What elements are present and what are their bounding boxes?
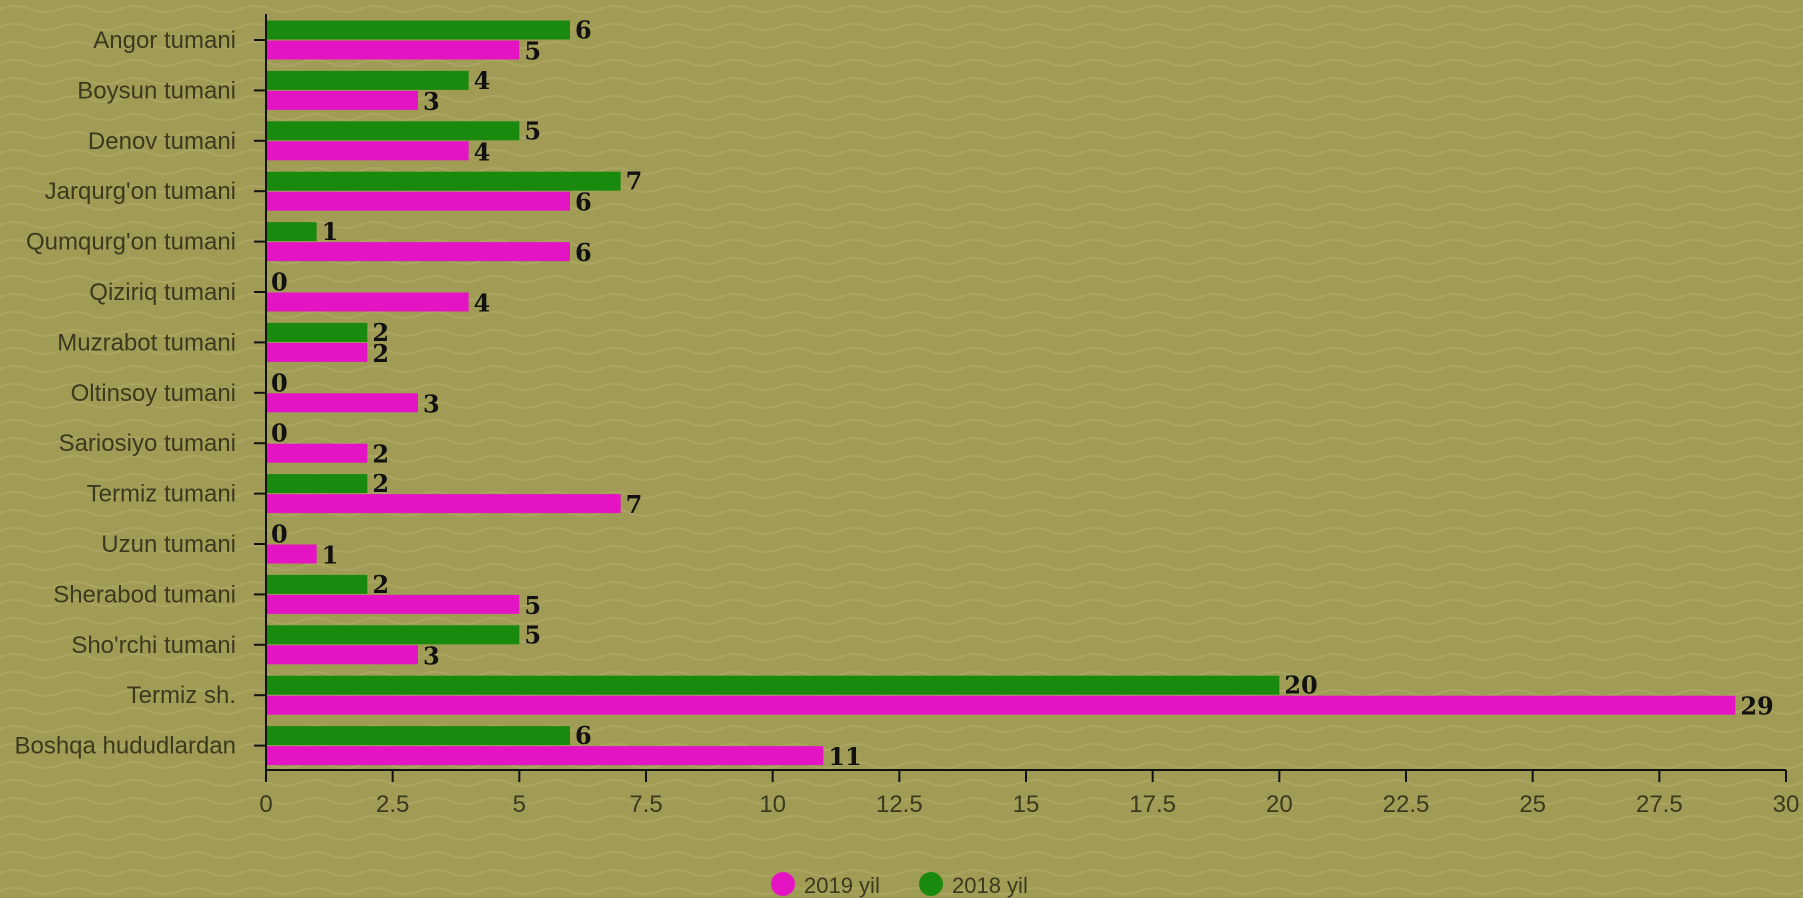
data-label-2018: 5 xyxy=(524,116,541,145)
data-label-2019: 11 xyxy=(828,742,861,771)
bar-2018 xyxy=(266,222,317,242)
data-label-2019: 29 xyxy=(1740,692,1773,721)
data-label-2018: 2 xyxy=(372,469,389,498)
data-label-2018: 4 xyxy=(474,66,491,95)
bar-2019 xyxy=(266,746,824,766)
category-label: Sherabod tumani xyxy=(53,581,236,608)
legend-swatch xyxy=(919,872,943,896)
x-tick-label: 2.5 xyxy=(376,791,409,818)
data-label-2019: 1 xyxy=(322,541,339,570)
category-label: Sariosiyo tumani xyxy=(59,430,236,457)
category-label: Termiz sh. xyxy=(127,682,236,709)
bar-2018 xyxy=(266,171,621,191)
bar-2019 xyxy=(266,594,520,614)
data-label-2018: 1 xyxy=(322,217,339,246)
legend-label: 2018 yil xyxy=(952,873,1028,898)
bar-2019 xyxy=(266,90,418,110)
data-label-2018: 5 xyxy=(524,620,541,649)
bar-2019 xyxy=(266,443,368,463)
data-label-2018: 0 xyxy=(271,268,288,297)
category-label: Sho'rchi tumani xyxy=(71,632,236,659)
bar-2018 xyxy=(266,70,469,90)
category-label: Uzun tumani xyxy=(101,531,236,558)
x-tick-label: 22.5 xyxy=(1383,791,1430,818)
x-tick-label: 20 xyxy=(1266,791,1293,818)
bar-2018 xyxy=(266,322,368,342)
data-label-2018: 7 xyxy=(626,167,643,196)
data-label-2019: 6 xyxy=(575,238,592,267)
bar-2019 xyxy=(266,494,621,514)
bar-2018 xyxy=(266,675,1280,695)
category-label: Oltinsoy tumani xyxy=(71,380,236,407)
data-label-2018: 6 xyxy=(575,16,592,45)
x-tick-label: 0 xyxy=(259,791,272,818)
x-tick-label: 10 xyxy=(759,791,786,818)
bar-2019 xyxy=(266,695,1736,715)
bar-2018 xyxy=(266,474,368,494)
data-label-2019: 7 xyxy=(626,490,643,519)
bar-2018 xyxy=(266,726,570,746)
x-tick-label: 30 xyxy=(1773,791,1800,818)
bar-2019 xyxy=(266,141,469,161)
category-label: Termiz tumani xyxy=(87,481,236,508)
bar-2019 xyxy=(266,342,368,362)
data-label-2018: 2 xyxy=(372,318,389,347)
category-label: Denov tumani xyxy=(88,128,236,155)
data-label-2018: 6 xyxy=(575,721,592,750)
x-tick-label: 17.5 xyxy=(1129,791,1176,818)
bar-2018 xyxy=(266,574,368,594)
category-label: Qiziriq tumani xyxy=(89,279,236,306)
category-label: Boysun tumani xyxy=(77,77,236,104)
x-tick-label: 5 xyxy=(513,791,526,818)
data-label-2018: 0 xyxy=(271,368,288,397)
bar-2019 xyxy=(266,40,520,60)
bar-2019 xyxy=(266,393,418,413)
category-label: Angor tumani xyxy=(93,27,236,54)
x-tick-label: 27.5 xyxy=(1636,791,1683,818)
data-label-2018: 2 xyxy=(372,570,389,599)
bar-2019 xyxy=(266,292,469,312)
bar-2019 xyxy=(266,191,570,211)
bar-2018 xyxy=(266,625,520,645)
category-label: Boshqa hududlardan xyxy=(14,733,236,760)
category-label: Jarqurg'on tumani xyxy=(45,178,236,205)
x-tick-label: 15 xyxy=(1013,791,1040,818)
data-label-2019: 4 xyxy=(474,289,491,318)
data-label-2018: 0 xyxy=(271,419,288,448)
category-label: Muzrabot tumani xyxy=(57,329,236,356)
x-tick-label: 25 xyxy=(1519,791,1546,818)
x-tick-label: 7.5 xyxy=(629,791,662,818)
data-label-2019: 3 xyxy=(423,87,440,116)
bar-2018 xyxy=(266,20,570,40)
bar-2019 xyxy=(266,645,418,665)
data-label-2019: 3 xyxy=(423,389,440,418)
bar-2018 xyxy=(266,121,520,141)
data-label-2019: 4 xyxy=(474,137,491,166)
bar-2019 xyxy=(266,242,570,262)
category-label: Qumqurg'on tumani xyxy=(26,229,236,256)
data-label-2019: 2 xyxy=(372,440,389,469)
legend-label: 2019 yil xyxy=(804,873,880,898)
data-label-2019: 5 xyxy=(524,591,541,620)
data-label-2018: 0 xyxy=(271,520,288,549)
data-label-2019: 2 xyxy=(372,339,389,368)
x-tick-label: 12.5 xyxy=(876,791,923,818)
bar-2019 xyxy=(266,544,317,564)
data-label-2019: 5 xyxy=(524,37,541,66)
legend-swatch xyxy=(771,872,795,896)
data-label-2019: 3 xyxy=(423,641,440,670)
data-label-2018: 20 xyxy=(1284,671,1317,700)
data-label-2019: 6 xyxy=(575,188,592,217)
